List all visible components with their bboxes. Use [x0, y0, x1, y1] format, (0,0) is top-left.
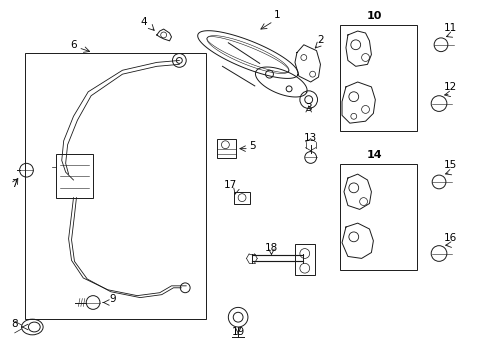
Text: 5: 5	[249, 141, 256, 150]
Text: 13: 13	[304, 133, 318, 143]
Text: 14: 14	[367, 150, 382, 161]
Text: 2: 2	[317, 35, 324, 45]
Bar	[56, 153, 93, 198]
Text: 10: 10	[367, 11, 382, 21]
Bar	[234, 192, 250, 203]
Text: 7: 7	[11, 179, 18, 189]
Bar	[217, 139, 236, 158]
Text: 15: 15	[444, 160, 458, 170]
Text: 18: 18	[265, 243, 278, 253]
Text: 1: 1	[274, 10, 281, 20]
Text: 12: 12	[444, 82, 458, 92]
Text: 11: 11	[444, 23, 458, 33]
Text: 17: 17	[223, 180, 237, 190]
Bar	[24, 53, 206, 319]
Text: 6: 6	[70, 40, 77, 50]
Bar	[340, 25, 416, 131]
Text: 16: 16	[444, 233, 458, 243]
Bar	[340, 164, 416, 270]
Text: 19: 19	[231, 327, 245, 337]
Bar	[295, 244, 315, 275]
Text: 8: 8	[11, 319, 18, 329]
Text: 4: 4	[141, 17, 147, 27]
Text: 9: 9	[109, 294, 116, 305]
Text: 3: 3	[305, 103, 312, 113]
